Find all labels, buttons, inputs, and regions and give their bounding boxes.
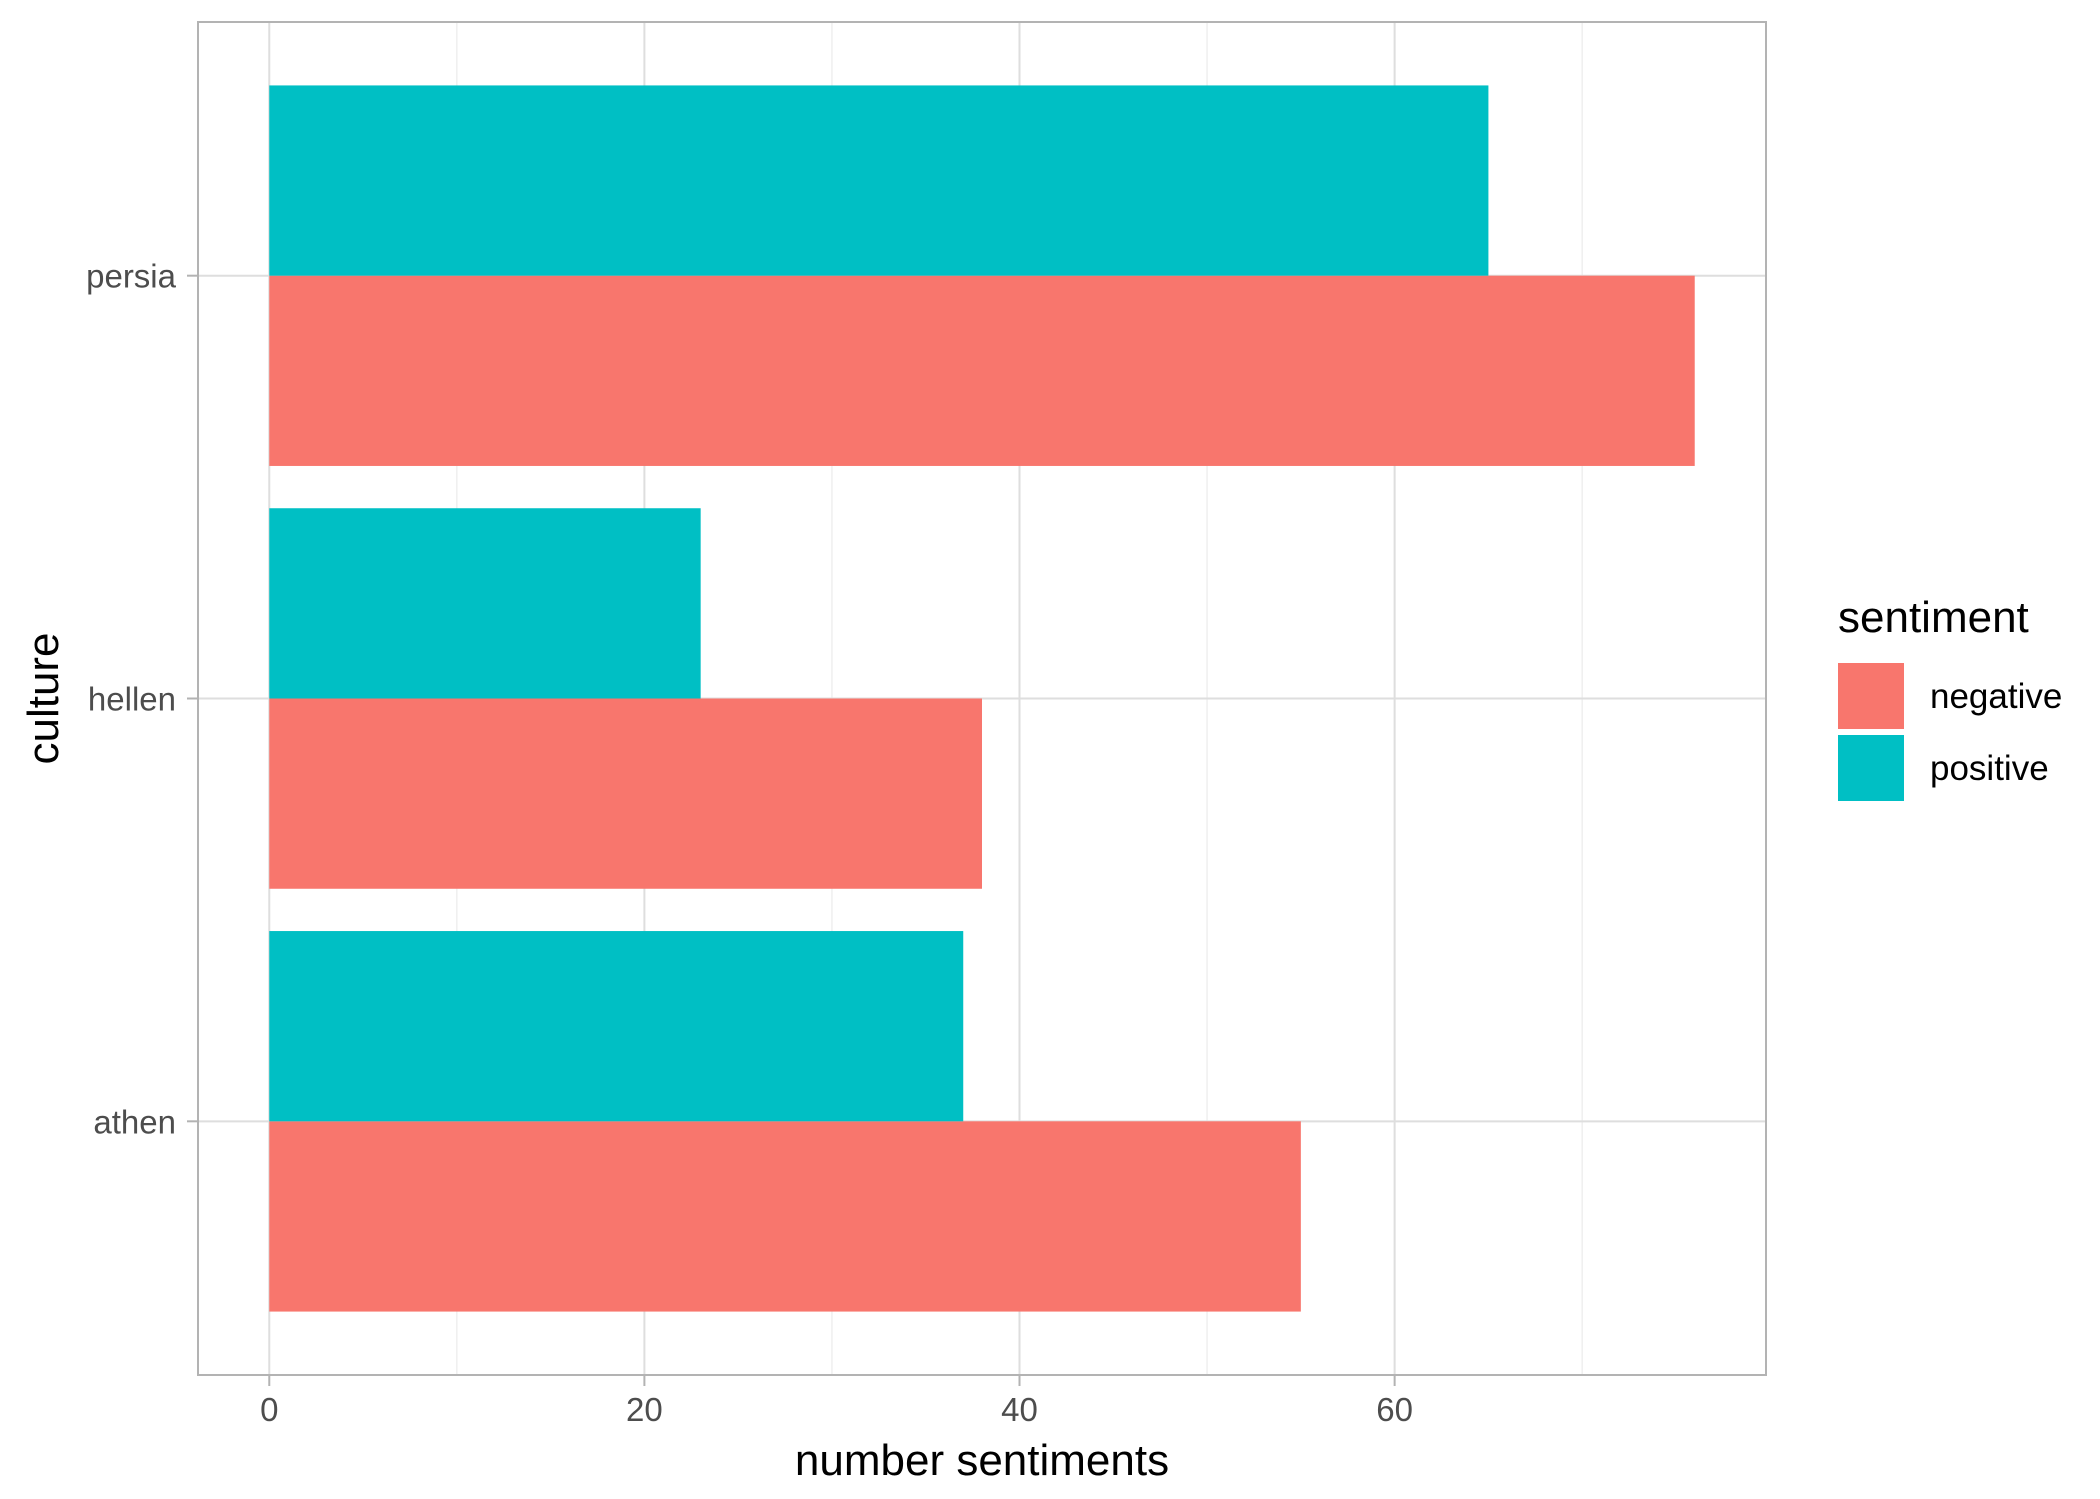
legend-label-positive: positive bbox=[1930, 749, 2049, 788]
bar-negative-persia bbox=[269, 275, 1695, 466]
legend: sentiment negative positive bbox=[1838, 593, 2062, 801]
y-axis-title: culture bbox=[19, 632, 68, 764]
x-tick-label: 0 bbox=[260, 1391, 278, 1428]
axes: 0 20 40 60 athen hellen persia bbox=[86, 258, 1413, 1428]
x-axis-title: number sentiments bbox=[795, 1436, 1169, 1485]
legend-key-positive bbox=[1838, 735, 1904, 801]
bar-positive-hellen bbox=[269, 508, 701, 699]
bar-negative-hellen bbox=[269, 698, 983, 889]
bar-positive-athen bbox=[269, 931, 964, 1122]
legend-title: sentiment bbox=[1838, 593, 2029, 642]
y-tick-label-hellen: hellen bbox=[88, 681, 176, 718]
bar-negative-athen bbox=[269, 1121, 1301, 1312]
legend-key-negative bbox=[1838, 663, 1904, 729]
x-tick-label: 60 bbox=[1376, 1391, 1413, 1428]
y-tick-label-persia: persia bbox=[86, 258, 177, 295]
x-tick-label: 20 bbox=[626, 1391, 663, 1428]
bar-positive-persia bbox=[269, 85, 1489, 276]
legend-label-negative: negative bbox=[1930, 677, 2062, 716]
y-tick-label-athen: athen bbox=[93, 1103, 176, 1140]
x-tick-label: 40 bbox=[1001, 1391, 1038, 1428]
bars bbox=[269, 85, 1695, 1312]
